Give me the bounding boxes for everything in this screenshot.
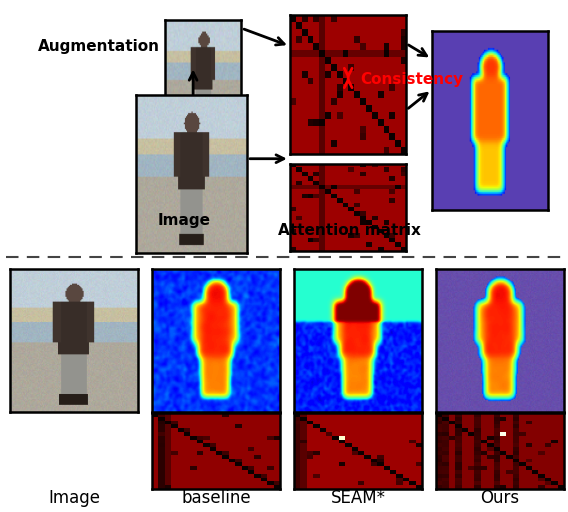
- Text: Attention matrix: Attention matrix: [278, 223, 421, 238]
- Text: Augmentation: Augmentation: [39, 38, 160, 54]
- Text: Image: Image: [158, 212, 211, 228]
- Text: Ours: Ours: [481, 489, 520, 507]
- Text: Consistency: Consistency: [361, 72, 464, 87]
- Text: Image: Image: [48, 489, 100, 507]
- Text: baseline: baseline: [181, 489, 251, 507]
- Text: SEAM*: SEAM*: [331, 489, 386, 507]
